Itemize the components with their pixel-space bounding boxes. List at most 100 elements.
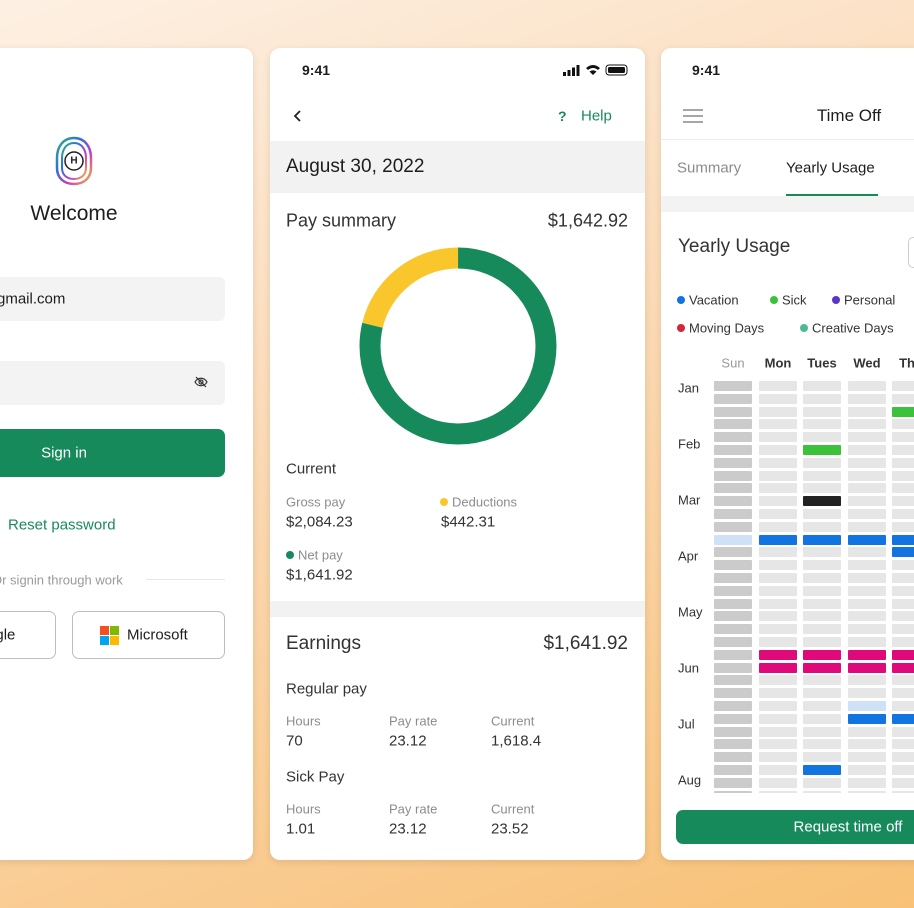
calendar-cell [892,624,914,635]
calendar-cell [714,534,752,545]
calendar-cell [759,432,797,443]
calendar-cell [759,777,797,788]
microsoft-button[interactable] [72,611,225,659]
calendar-cell [848,777,886,788]
calendar-cell [892,419,914,430]
calendar-cell [803,573,841,583]
calendar-cell [892,765,914,775]
help-icon[interactable]: ? [558,108,567,124]
calendar-cell [714,445,752,455]
current-heading: Current [286,460,337,478]
google-label: Google [0,626,16,644]
calendar-cell [848,534,886,545]
calendar-cell [714,560,752,571]
email-field[interactable] [0,277,225,321]
calendar-cell [892,534,914,545]
calendar-cell [803,496,841,507]
help-link[interactable]: Help [581,107,612,125]
tab-underline [786,194,878,196]
calendar-cell [848,406,886,417]
request-button-label: Request time off [793,818,903,836]
calendar-cell [759,547,797,558]
calendar-cell [803,611,841,622]
calendar-cell [848,445,886,455]
calendar-cell [892,381,914,391]
calendar-cell [759,637,797,647]
calendar-cell [892,470,914,481]
calendar-cell [759,752,797,763]
calendar-cell [803,713,841,724]
deductions-value: $442.31 [441,513,496,531]
calendar-cell [803,560,841,571]
calendar-cell [848,470,886,481]
calendar-cell [848,675,886,686]
calendar-cell [803,483,841,494]
legend-label: Vacation [689,292,739,308]
calendar-cell [848,598,886,609]
calendar-cell [759,624,797,635]
calendar-cell [803,393,841,404]
calendar-cell [714,739,752,750]
calendar-cell [759,483,797,494]
calendar-cell [892,393,914,404]
back-chevron[interactable] [293,110,302,122]
calendar-cell [759,509,797,519]
earning-name: Sick Pay [286,768,345,786]
calendar-cell [848,713,886,724]
request-button[interactable] [676,810,914,844]
google-button[interactable] [0,611,56,659]
calendar-cell [848,739,886,750]
tab[interactable]: Summary [677,159,742,177]
calendar-cell [759,406,797,417]
calendar-cell [803,521,841,532]
deductions-dot [440,498,448,506]
calendar-cell [892,611,914,622]
gross-pay-value: $2,084.23 [286,513,353,531]
month-label: Jul [678,716,695,732]
calendar-cell [759,585,797,596]
sign-in-button[interactable] [0,429,225,477]
calendar-cell [714,688,752,699]
calendar-cell [892,521,914,532]
calendar-cell [803,419,841,430]
earnings-title: Earnings [286,633,361,654]
calendar-cell [759,739,797,750]
password-field[interactable] [0,361,225,405]
eye-icon[interactable] [194,376,208,388]
pay-donut [359,247,557,445]
legend-dot [800,324,808,332]
calendar-cell [714,611,752,622]
gross-pay-label: Gross pay [286,494,346,510]
calendar-cell [892,509,914,519]
pay-date: August 30, 2022 [286,156,425,177]
calendar-cell [848,496,886,507]
calendar-cell [759,393,797,404]
calendar-cell [848,381,886,391]
reset-password-link[interactable]: Reset password [8,516,116,534]
calendar-cell [892,598,914,609]
app-logo [55,136,93,186]
earning-rate-label: Pay rate [389,801,438,817]
menu-icon[interactable] [683,109,703,123]
calendar-cell [714,521,752,532]
month-label: Apr [678,548,699,564]
calendar-cell [848,560,886,571]
calendar-cell [714,509,752,519]
calendar-cell [714,637,752,647]
calendar-cell [848,419,886,430]
calendar-cell [848,432,886,443]
status-time: 9:41 [692,62,721,78]
calendar-cell [714,649,752,660]
calendar-cell [803,701,841,711]
logo-letter: H [70,155,78,167]
month-label: May [678,604,703,620]
calendar-cell [714,713,752,724]
calendar-cell [759,611,797,622]
calendar-cell [892,496,914,507]
year-select[interactable] [908,237,914,268]
calendar-cell [803,598,841,609]
calendar-cell [714,457,752,468]
calendar-cell [714,406,752,417]
tab-active[interactable]: Yearly Usage [786,159,875,177]
calendar-cell [848,624,886,635]
